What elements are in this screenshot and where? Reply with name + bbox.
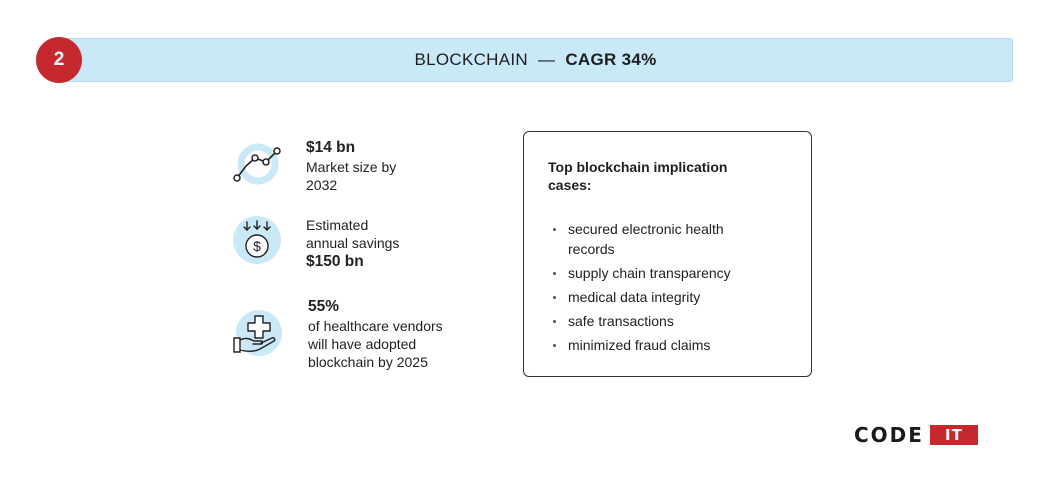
- stat-market-size-value: $14 bn: [306, 139, 356, 156]
- stat-savings-value: $150 bn: [306, 253, 364, 270]
- logo-badge: IT: [929, 425, 978, 445]
- list-item: medical data integrity: [548, 287, 798, 307]
- logo-word: CODE: [854, 423, 924, 447]
- list-item-line: medical data integrity: [568, 289, 701, 305]
- stat-vendors: 55% of healthcare vendors will have adop…: [308, 297, 443, 371]
- panel-title-line-1: Top blockchain implication: [548, 159, 728, 175]
- header-cagr: CAGR 34%: [565, 50, 657, 69]
- list-item: supply chain transparency: [548, 263, 798, 283]
- header-banner: BLOCKCHAIN — CAGR 34%: [58, 38, 1013, 82]
- list-item: secured electronic health records: [548, 219, 798, 259]
- stat-market-size-line-2: 2032: [306, 177, 338, 193]
- header-separator: —: [538, 50, 556, 69]
- svg-text:$: $: [253, 238, 261, 254]
- header-title: BLOCKCHAIN: [414, 50, 528, 69]
- stat-market-size: $14 bn Market size by 2032: [306, 138, 396, 194]
- list-item: minimized fraud claims: [548, 335, 798, 355]
- implication-cases-panel: Top blockchain implication cases: secure…: [523, 131, 812, 377]
- panel-title-line-2: cases:: [548, 177, 592, 193]
- stat-savings-line-1: Estimated: [306, 217, 369, 233]
- stat-vendors-line-3: blockchain by 2025: [308, 354, 428, 370]
- stat-vendors-line-2: will have adopted: [308, 336, 417, 352]
- list-item-line: safe transactions: [568, 313, 674, 329]
- list-item-line: records: [568, 241, 615, 257]
- stat-vendors-value: 55%: [308, 298, 340, 315]
- code-it-logo: CODE IT: [854, 424, 978, 446]
- list-item: safe transactions: [548, 311, 798, 331]
- line-chart-icon: [233, 143, 281, 185]
- hand-medical-cross-icon: [233, 310, 282, 356]
- panel-title: Top blockchain implication cases:: [548, 158, 788, 194]
- step-number-badge: 2: [36, 37, 82, 83]
- stat-market-size-line-1: Market size by: [306, 159, 397, 175]
- stat-vendors-line-1: of healthcare vendors: [308, 318, 443, 334]
- stat-savings: Estimated annual savings $150 bn: [306, 216, 399, 272]
- list-item-line: secured electronic health: [568, 221, 724, 237]
- implication-cases-list: secured electronic health records supply…: [548, 219, 798, 359]
- list-item-line: minimized fraud claims: [568, 337, 711, 353]
- list-item-line: supply chain transparency: [568, 265, 731, 281]
- coin-savings-icon: $: [233, 216, 281, 264]
- stat-savings-line-2: annual savings: [306, 235, 400, 251]
